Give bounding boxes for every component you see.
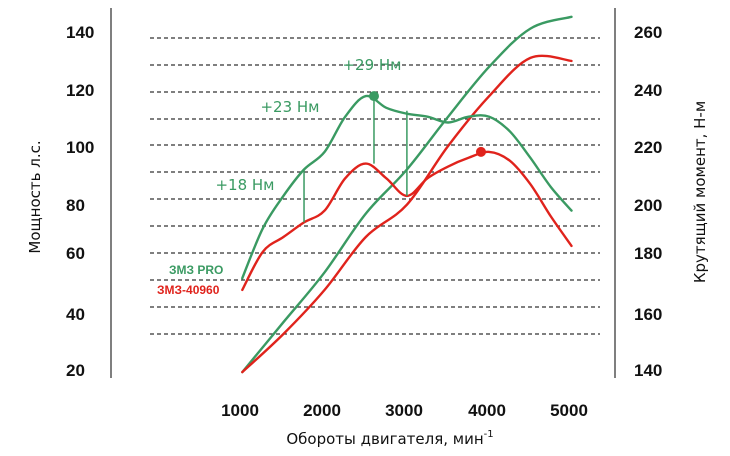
peak-marker-base [475, 146, 486, 157]
x-axis-title-text: Обороты двигателя, мин [286, 430, 483, 448]
legend-pro: ЗМЗ PRO [169, 263, 223, 277]
gain-label-0: +18 Нм [215, 176, 274, 194]
legend-base: ЗМЗ-40960 [157, 283, 220, 297]
series-line-base-power [241, 54, 573, 374]
y-right-tick-label: 160 [634, 305, 662, 324]
y-left-tick-label: 140 [66, 23, 94, 42]
y-left-tick-label: 100 [66, 138, 94, 157]
y-right-tick-label: 180 [634, 244, 662, 263]
x-tick-label: 1000 [221, 401, 259, 420]
gain-label-1: +23 Нм [260, 98, 319, 116]
y-right-tick-label: 260 [634, 23, 662, 42]
y-left-tick-label: 20 [66, 361, 85, 380]
x-tick-label: 3000 [385, 401, 423, 420]
x-tick-label: 4000 [468, 401, 506, 420]
gain-label-2: +29 Нм [342, 56, 401, 74]
x-axis-title-superscript: -1 [484, 429, 494, 440]
y-left-tick-label: 80 [66, 196, 85, 215]
grid-lines [150, 37, 600, 335]
torque-gain-annotations: +18 Нм +23 Нм +29 Нм [215, 56, 408, 223]
y-left-tick-label: 120 [66, 81, 94, 100]
x-tick-label: 2000 [303, 401, 341, 420]
y-right-tick-label: 240 [634, 81, 662, 100]
y-axis-left-title: Мощность л.с. [26, 140, 44, 253]
y-axis-right-title: Крутящий момент, Н-м [691, 101, 709, 283]
y-right-tick-label: 220 [634, 138, 662, 157]
x-tick-label: 5000 [550, 401, 588, 420]
y-left-tick-label: 40 [66, 305, 85, 324]
y-left-tick-label: 60 [66, 244, 85, 263]
y-right-tick-label: 200 [634, 196, 662, 215]
x-axis-title: Обороты двигателя, мин-1 [286, 429, 493, 448]
y-right-tick-label: 140 [634, 361, 662, 380]
tick-labels: 20 40 60 80 100 120 140 140 160 180 200 220 240 260 10… [66, 23, 662, 420]
